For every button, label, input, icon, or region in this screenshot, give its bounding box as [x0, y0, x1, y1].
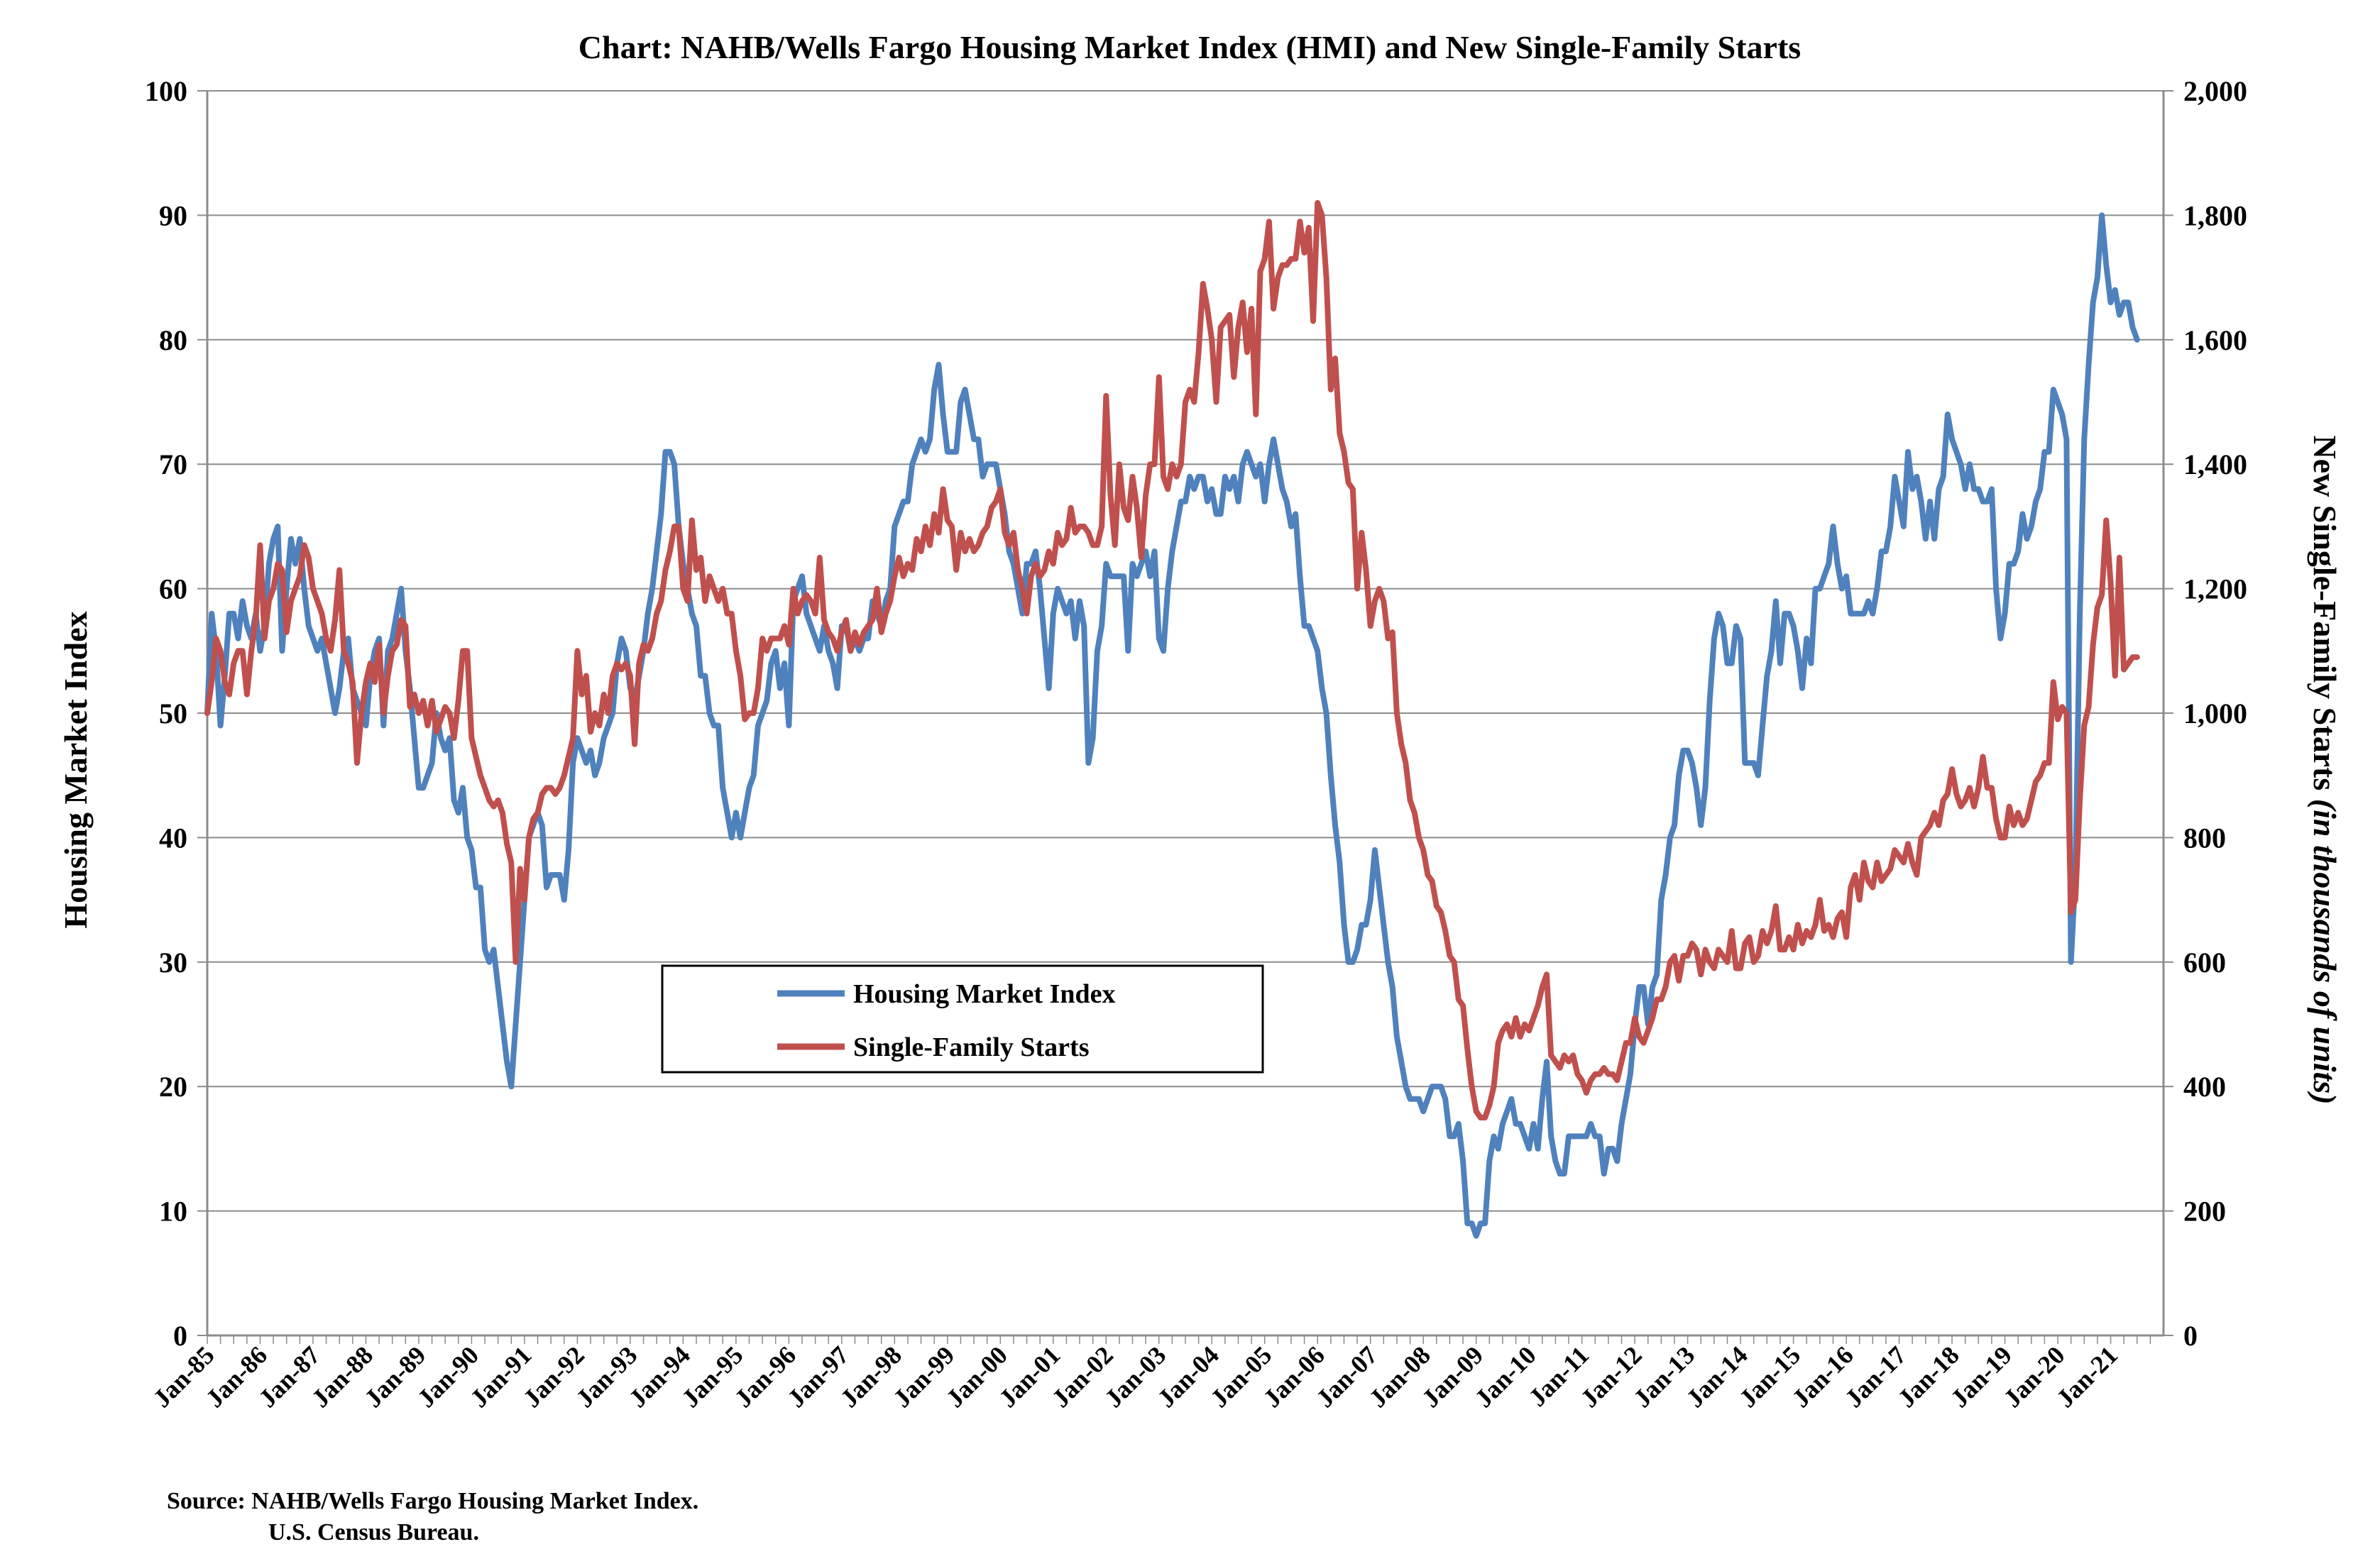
left-tick-label: 60	[159, 573, 187, 605]
left-tick-label: 0	[173, 1320, 187, 1352]
gridlines	[207, 90, 2164, 1212]
left-tick-label: 30	[159, 947, 187, 979]
left-tick-label: 80	[159, 324, 187, 356]
right-tick-label: 0	[2183, 1320, 2198, 1352]
x-tick-label: Jan-10	[1469, 1340, 1542, 1413]
left-tick-label: 50	[159, 698, 187, 729]
right-tick-label: 2,000	[2183, 75, 2247, 107]
right-tick-label: 800	[2183, 822, 2226, 854]
right-axis-label-main: New Single-Family Starts	[2307, 435, 2343, 798]
legend-label-starts: Single-Family Starts	[853, 1032, 1089, 1062]
starts-series-line	[204, 199, 2140, 1120]
right-axis-ticks: 0 200 400 600 800 1,000 1,200 1,400 1,600 1,800 2,…	[2164, 75, 2247, 1352]
left-tick-label: 100	[145, 75, 187, 107]
legend-box	[661, 964, 1264, 1074]
legend: Housing Market Index Single-Family Start…	[661, 964, 1264, 1074]
right-tick-label: 1,400	[2183, 448, 2247, 480]
left-tick-label: 20	[159, 1071, 187, 1103]
x-axis-ticks: Jan-85Jan-86Jan-87Jan-88Jan-89Jan-90Jan-…	[148, 1335, 2151, 1413]
x-tick-label: Jan-21	[2051, 1340, 2123, 1413]
hmi-series-line	[204, 212, 2140, 1239]
source-line-1: Source: NAHB/Wells Fargo Housing Market …	[167, 1488, 698, 1514]
left-tick-label: 10	[159, 1196, 187, 1228]
right-tick-label: 200	[2183, 1196, 2226, 1228]
right-tick-label: 1,800	[2183, 199, 2247, 231]
left-tick-label: 90	[159, 199, 187, 231]
right-tick-label: 1,600	[2183, 324, 2247, 356]
left-axis-label: Housing Market Index	[57, 611, 94, 928]
chart-title: Chart: NAHB/Wells Fargo Housing Market I…	[578, 29, 1801, 65]
right-tick-label: 1,000	[2183, 698, 2247, 729]
series-lines	[204, 199, 2140, 1239]
right-tick-label: 1,200	[2183, 573, 2247, 605]
right-axis-label-italic: (in thousands of units)	[2307, 799, 2343, 1105]
left-tick-label: 70	[159, 448, 187, 480]
left-tick-label: 40	[159, 822, 187, 854]
right-tick-label: 400	[2183, 1071, 2226, 1103]
legend-label-hmi: Housing Market Index	[853, 979, 1115, 1009]
right-tick-label: 600	[2183, 947, 2226, 979]
source-line-2: U.S. Census Bureau.	[268, 1519, 479, 1545]
right-axis-label: New Single-Family Starts (in thousands o…	[2307, 435, 2343, 1104]
left-axis-ticks: 0 10 20 30 40 50 60 70 80 90 100	[145, 75, 207, 1352]
